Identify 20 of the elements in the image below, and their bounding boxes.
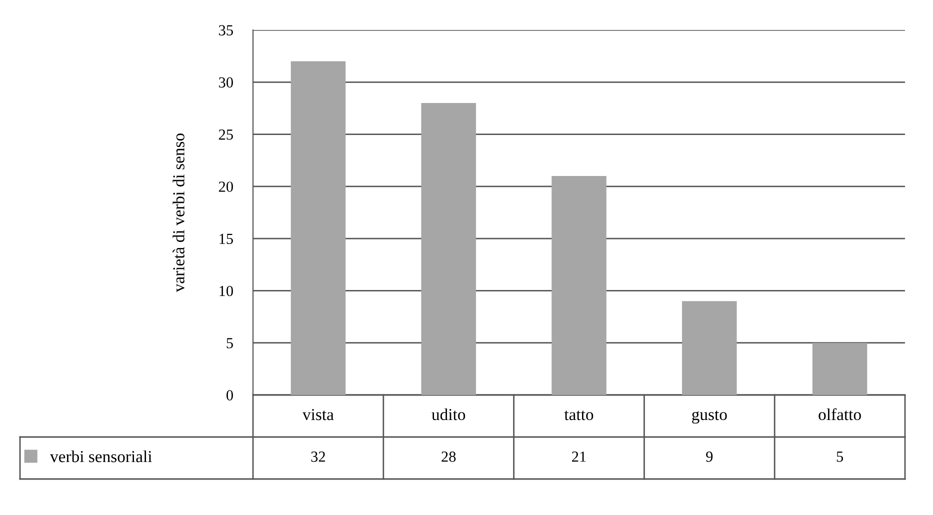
y-tick-label: 35 (219, 25, 233, 36)
y-tick-label: 10 (220, 286, 233, 296)
legend-label: verbi sensoriali (50, 450, 152, 462)
x-tick-label: vista (302, 408, 334, 420)
data-label: 28 (442, 452, 456, 462)
y-tick-label: 30 (219, 77, 233, 88)
y-tick-label: 20 (218, 182, 233, 192)
y-tick-label: 0 (226, 390, 233, 400)
x-tick-label: tatto (564, 410, 594, 420)
x-tick-label: olfatto (818, 408, 861, 420)
x-tick-label: gusto (692, 410, 727, 424)
data-label: 9 (706, 452, 713, 462)
data-label: 5 (836, 452, 844, 462)
y-axis-title: varietà di verbi di senso (172, 134, 184, 292)
x-tick-label: udito (432, 408, 466, 420)
y-tick-label: 5 (226, 338, 233, 348)
y-tick-label: 15 (220, 234, 233, 244)
y-tick-label: 25 (218, 129, 233, 140)
data-label: 32 (311, 452, 325, 462)
data-label: 21 (572, 452, 586, 462)
